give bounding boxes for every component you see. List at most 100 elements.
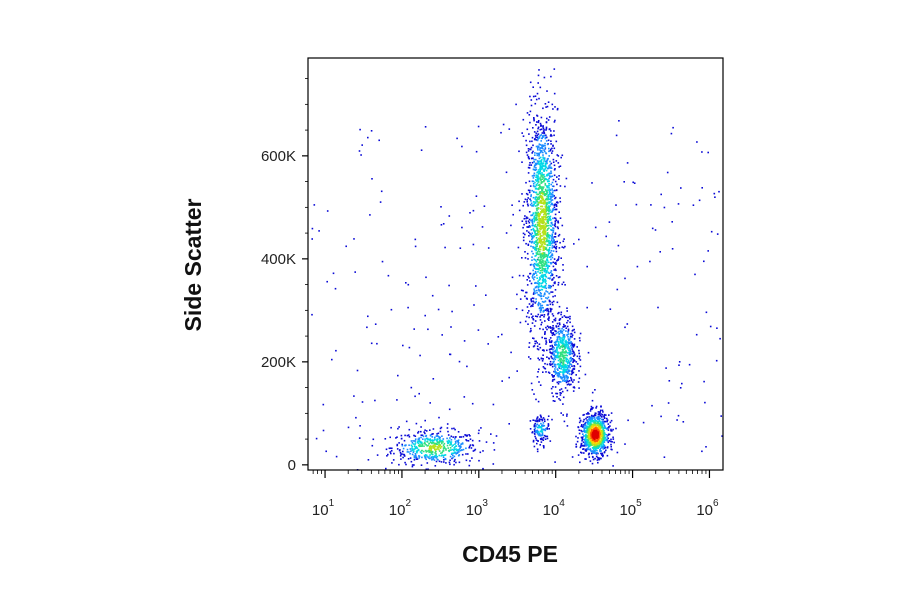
event-point	[601, 454, 603, 456]
event-point	[511, 276, 514, 279]
event-point	[541, 424, 543, 427]
event-point	[544, 145, 546, 147]
event-point	[542, 216, 545, 218]
event-point	[543, 240, 546, 242]
event-point	[542, 154, 544, 156]
event-point	[454, 438, 456, 440]
event-point	[558, 355, 560, 358]
event-point	[478, 429, 480, 432]
event-point	[610, 440, 612, 443]
event-point	[569, 342, 571, 345]
event-point	[549, 135, 552, 137]
event-point	[518, 274, 521, 277]
event-point	[554, 232, 557, 234]
event-point	[585, 421, 588, 424]
event-point	[561, 376, 564, 379]
event-point	[396, 399, 398, 401]
event-point	[497, 336, 500, 338]
event-point	[367, 315, 369, 318]
event-point	[596, 439, 598, 442]
event-point	[582, 448, 584, 450]
event-point	[531, 136, 534, 139]
event-point	[599, 421, 602, 423]
event-point	[565, 327, 567, 329]
event-point	[561, 246, 564, 248]
event-point	[538, 195, 541, 198]
event-point	[426, 445, 428, 447]
event-point	[535, 183, 538, 186]
event-point	[417, 448, 420, 451]
event-point	[678, 361, 681, 363]
x-tick-label: 105	[619, 498, 642, 519]
event-point	[431, 436, 434, 438]
event-point	[389, 451, 392, 453]
event-point	[545, 341, 548, 344]
event-point	[457, 441, 459, 443]
event-point	[596, 452, 598, 454]
event-point	[566, 316, 568, 319]
event-point	[562, 335, 565, 337]
event-point	[678, 364, 680, 366]
event-point	[538, 301, 540, 304]
event-point	[510, 351, 512, 354]
event-point	[561, 330, 564, 333]
event-point	[562, 365, 565, 368]
event-point	[590, 452, 593, 455]
event-point	[492, 463, 495, 465]
event-point	[549, 286, 551, 288]
event-point	[558, 322, 561, 324]
event-point	[585, 436, 587, 439]
event-point	[533, 235, 535, 238]
event-point	[525, 242, 527, 245]
event-point	[566, 346, 569, 348]
event-point	[555, 340, 558, 343]
event-point	[595, 432, 597, 435]
event-point	[551, 363, 554, 365]
event-point	[432, 442, 435, 444]
event-point	[535, 132, 538, 135]
event-point	[536, 160, 539, 162]
event-point	[544, 320, 546, 322]
event-point	[541, 199, 544, 201]
event-point	[550, 262, 552, 265]
event-point	[536, 228, 539, 231]
event-point	[651, 227, 654, 230]
event-point	[544, 167, 547, 170]
event-point	[374, 399, 376, 402]
x-tick-label: 103	[466, 498, 489, 519]
event-point	[453, 427, 455, 430]
event-point	[553, 92, 556, 95]
event-point	[538, 163, 540, 165]
event-point	[417, 430, 420, 433]
event-point	[370, 130, 373, 132]
event-point	[565, 379, 568, 382]
event-point	[544, 206, 547, 209]
event-point	[567, 341, 570, 343]
event-point	[461, 453, 464, 456]
event-point	[560, 257, 562, 259]
event-point	[586, 427, 589, 429]
event-point	[449, 455, 452, 458]
event-point	[544, 164, 547, 166]
event-point	[533, 393, 535, 395]
event-point	[568, 373, 571, 375]
event-point	[701, 187, 703, 189]
event-point	[559, 340, 562, 342]
event-point	[557, 345, 560, 348]
event-point	[529, 428, 532, 430]
event-point	[556, 374, 559, 377]
event-point	[546, 203, 549, 205]
event-point	[583, 424, 586, 427]
event-point	[467, 453, 469, 455]
event-point	[534, 95, 537, 97]
event-point	[512, 213, 514, 216]
x-tick-label: 104	[543, 498, 566, 519]
event-point	[554, 317, 557, 320]
event-point	[420, 149, 423, 151]
event-point	[556, 356, 559, 359]
event-point	[590, 450, 592, 453]
event-point	[536, 139, 539, 142]
event-point	[559, 354, 562, 357]
event-point	[587, 448, 589, 451]
event-point	[420, 430, 422, 433]
